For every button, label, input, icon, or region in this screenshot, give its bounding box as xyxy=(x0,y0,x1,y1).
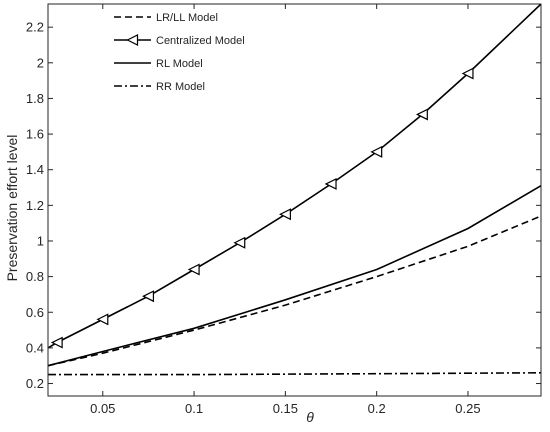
series-group xyxy=(47,3,542,376)
series-point xyxy=(187,263,200,276)
y-tick-label: 2 xyxy=(37,55,44,70)
series-point xyxy=(279,208,291,221)
x-tick-label: 0.1 xyxy=(185,401,203,416)
series-line xyxy=(47,3,542,349)
axes: 0.05 0.1 0.15 0.2 0.25 0.2 0.4 0.6 0.8 1 1.2 1.4 1.6… xyxy=(26,3,542,416)
y-tick-label: 1.8 xyxy=(26,91,44,106)
series-line xyxy=(47,185,542,367)
legend-label: RL Model xyxy=(156,58,203,70)
x-tick-label: 0.25 xyxy=(455,401,480,416)
y-tick-label: 1.6 xyxy=(26,127,44,142)
y-tick-label: 1.4 xyxy=(26,162,44,177)
axes-box xyxy=(47,3,542,397)
series-line xyxy=(47,215,542,367)
legend-item: LR/LL Model xyxy=(114,12,218,24)
series-3 xyxy=(47,185,542,367)
series-point xyxy=(233,236,246,249)
series-point xyxy=(415,108,428,121)
y-tick-label: 1.2 xyxy=(26,198,44,213)
y-tick-label: 2.2 xyxy=(26,20,44,35)
x-axis-label: θ xyxy=(306,409,314,425)
y-tick-label: 0.2 xyxy=(26,376,44,391)
legend-item: RR Model xyxy=(114,81,205,93)
y-tick-label: 0.4 xyxy=(26,340,44,355)
legend: LR/LL Model Centralized Model RL Model RR M… xyxy=(114,12,245,93)
x-tick-label: 0.2 xyxy=(368,401,386,416)
legend-label: LR/LL Model xyxy=(156,12,218,24)
x-tick-label: 0.05 xyxy=(90,401,115,416)
series-point xyxy=(96,313,109,326)
legend-item: RL Model xyxy=(114,58,203,70)
x-tick-label: 0.15 xyxy=(273,401,298,416)
y-tick-label: 1 xyxy=(37,233,44,248)
series-point xyxy=(461,67,474,80)
legend-label: Centralized Model xyxy=(156,35,245,47)
series-1 xyxy=(47,215,542,367)
series-point xyxy=(370,145,383,158)
series-point xyxy=(50,336,63,349)
plot-area xyxy=(48,4,541,396)
series-point xyxy=(324,177,337,190)
legend-item: Centralized Model xyxy=(114,34,245,47)
legend-marker xyxy=(126,34,139,46)
y-tick-label: 0.6 xyxy=(26,305,44,320)
y-tick-label: 0.8 xyxy=(26,269,44,284)
series-point xyxy=(142,290,155,303)
legend-label: RR Model xyxy=(156,81,205,93)
plot-background xyxy=(48,4,541,396)
y-axis-label: Preservation effort level xyxy=(4,135,20,282)
series-2 xyxy=(47,3,542,349)
